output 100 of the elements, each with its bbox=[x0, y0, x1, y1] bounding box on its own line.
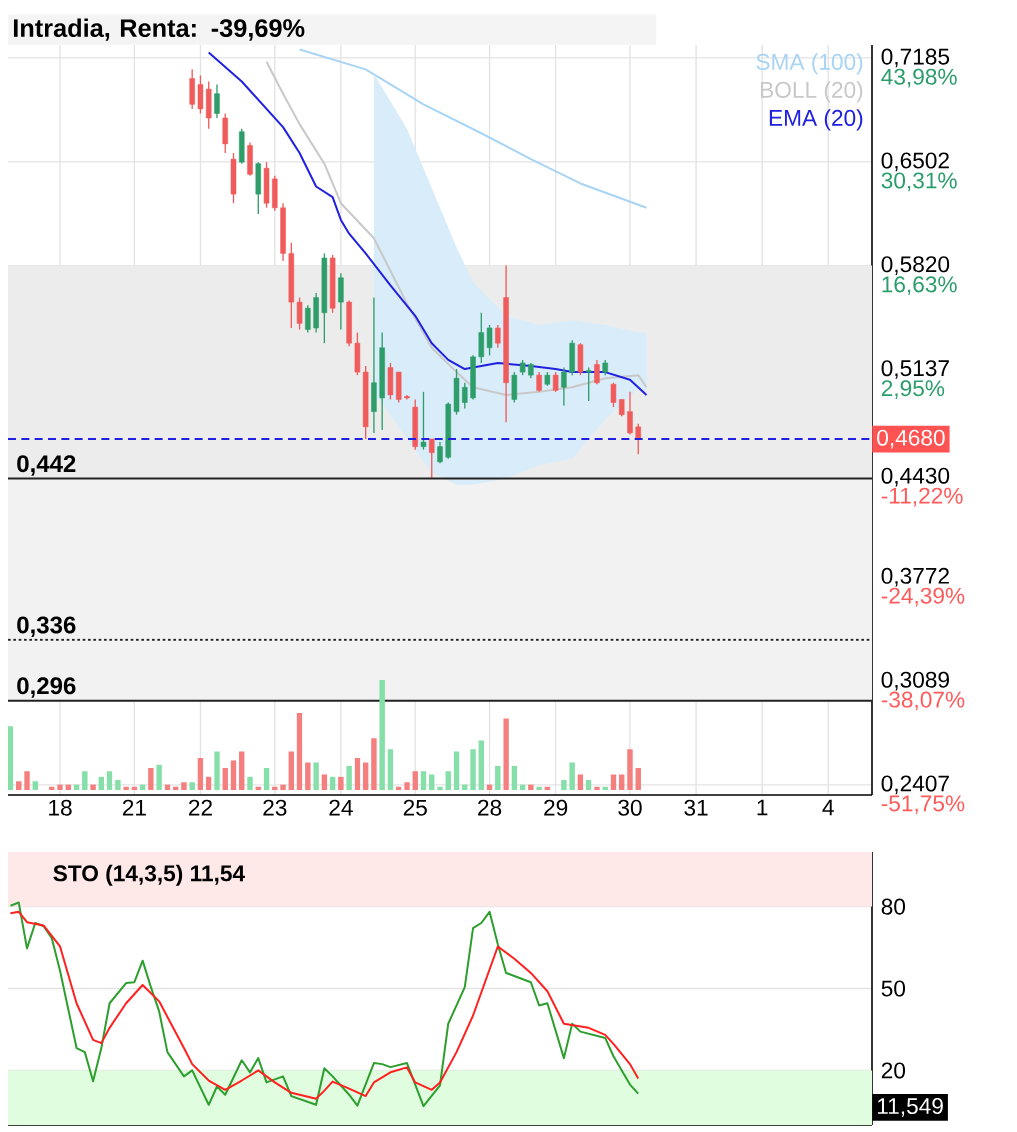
bar bbox=[412, 771, 418, 791]
y2-tick-label: -11,22% bbox=[881, 487, 963, 507]
bar bbox=[561, 780, 567, 791]
bar bbox=[354, 758, 361, 791]
bar bbox=[379, 680, 385, 791]
x-tick-label: 24 bbox=[329, 799, 353, 816]
bar bbox=[346, 765, 352, 791]
bar bbox=[32, 781, 38, 791]
ref-line-label: 0,442 bbox=[17, 455, 76, 476]
bar bbox=[181, 782, 187, 791]
candlestick bbox=[627, 391, 633, 436]
y-tick-label: 20 bbox=[881, 1062, 906, 1079]
bar bbox=[16, 781, 22, 791]
bar bbox=[115, 780, 121, 791]
chart-title: Intradia, Renta: -39,69% bbox=[13, 18, 305, 41]
bar bbox=[239, 751, 245, 791]
y2-tick-label: 43,98% bbox=[881, 68, 957, 88]
candlestick bbox=[420, 391, 427, 451]
bar bbox=[305, 762, 311, 791]
bar bbox=[445, 771, 451, 791]
candlestick bbox=[495, 324, 501, 349]
text: 11,549 bbox=[878, 1098, 943, 1117]
candlestick bbox=[635, 423, 641, 455]
bar bbox=[288, 751, 295, 791]
x-tick-label: 23 bbox=[263, 799, 287, 816]
candlestick bbox=[585, 366, 592, 402]
y-tick-label: 0,4430 bbox=[881, 467, 950, 487]
bar bbox=[189, 782, 195, 791]
bar bbox=[511, 765, 518, 791]
text: EMA (20) bbox=[769, 109, 863, 131]
ref-line-label: 0,336 bbox=[17, 616, 76, 637]
text: SMA (100) bbox=[756, 53, 863, 75]
candlestick bbox=[552, 371, 559, 393]
bar bbox=[313, 762, 319, 791]
y-tick-label: 0,7185 bbox=[881, 48, 950, 68]
bar bbox=[495, 765, 501, 791]
x-tick-label: 22 bbox=[189, 799, 212, 816]
bar bbox=[585, 780, 592, 791]
bar bbox=[206, 776, 212, 791]
y2-tick-label: -38,07% bbox=[881, 691, 965, 711]
x-tick-label: 29 bbox=[544, 799, 568, 816]
bar bbox=[8, 726, 14, 791]
bar bbox=[148, 768, 154, 791]
bar bbox=[280, 784, 286, 791]
y-tick-label: 0,5137 bbox=[881, 360, 949, 379]
y-tick-label: 80 bbox=[881, 898, 906, 915]
bar bbox=[98, 776, 105, 791]
bar bbox=[462, 784, 468, 791]
bar bbox=[371, 738, 377, 791]
y-tick-label: 50 bbox=[881, 980, 906, 997]
text: STO (14,3,5) 11,54 bbox=[53, 864, 245, 886]
bar bbox=[106, 771, 113, 791]
y2-tick-label: -24,39% bbox=[881, 587, 965, 607]
y2-tick-label: 16,63% bbox=[882, 276, 957, 296]
y-tick-label: 0,2407 bbox=[881, 775, 949, 795]
x-tick-label: 4 bbox=[822, 799, 834, 816]
y2-tick-label: 30,31% bbox=[881, 172, 957, 192]
x-tick-label: 1 bbox=[757, 799, 768, 816]
candlestick bbox=[305, 304, 311, 334]
bar bbox=[214, 751, 220, 791]
x-tick-label: 31 bbox=[684, 799, 708, 816]
bar bbox=[338, 776, 344, 791]
x-tick-label: 28 bbox=[478, 799, 502, 816]
candlestick bbox=[594, 359, 600, 385]
x-tick-label: 30 bbox=[618, 799, 642, 816]
candlestick bbox=[561, 366, 567, 407]
bar bbox=[90, 784, 96, 791]
bar bbox=[569, 762, 575, 791]
y-tick-label: 0,3089 bbox=[881, 671, 949, 691]
candlestick bbox=[536, 371, 542, 393]
bar bbox=[263, 768, 270, 791]
bar bbox=[197, 758, 204, 791]
bar bbox=[478, 740, 485, 791]
x-tick-label: 18 bbox=[49, 799, 72, 816]
y-tick-label: 0,5820 bbox=[881, 256, 950, 275]
bar bbox=[635, 768, 641, 791]
ref-line-label: 0,296 bbox=[17, 677, 76, 698]
candlestick bbox=[486, 324, 493, 357]
bar bbox=[296, 713, 303, 791]
candlestick bbox=[437, 441, 443, 465]
y-tick-label: 0,3772 bbox=[881, 567, 949, 587]
bar bbox=[247, 776, 253, 791]
y2-tick-label: -51,75% bbox=[881, 795, 965, 815]
bar bbox=[420, 771, 427, 791]
y-tick-label: 0,6502 bbox=[881, 152, 949, 172]
x-tick-label: 25 bbox=[403, 799, 427, 816]
bar bbox=[24, 771, 30, 791]
bar bbox=[329, 776, 336, 791]
x-tick-label: 21 bbox=[122, 799, 146, 816]
bar bbox=[230, 760, 237, 791]
bar bbox=[404, 782, 410, 791]
y2-tick-label: 2,95% bbox=[881, 380, 945, 399]
candlestick bbox=[214, 83, 220, 119]
candlestick bbox=[296, 296, 303, 331]
bar bbox=[536, 786, 542, 791]
bar bbox=[272, 786, 278, 791]
bar bbox=[222, 768, 228, 791]
candlestick bbox=[462, 382, 468, 410]
candlestick bbox=[428, 438, 435, 480]
bar bbox=[453, 751, 460, 791]
